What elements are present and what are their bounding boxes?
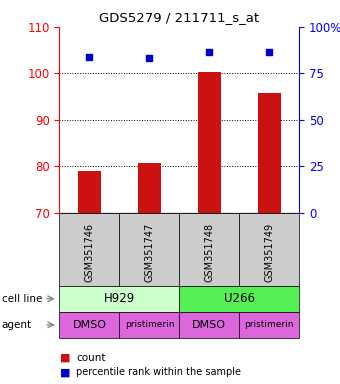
Text: GSM351746: GSM351746	[84, 223, 95, 282]
Bar	[138, 162, 161, 213]
Bar	[198, 73, 221, 213]
Point	[87, 54, 92, 60]
Text: DMSO: DMSO	[72, 320, 106, 330]
Text: agent: agent	[2, 320, 32, 330]
Point	[267, 50, 272, 56]
Bar	[258, 93, 280, 213]
Bar	[78, 171, 101, 213]
Text: pristimerin: pristimerin	[244, 320, 294, 329]
Point	[147, 55, 152, 61]
Point	[207, 50, 212, 56]
Title: GDS5279 / 211711_s_at: GDS5279 / 211711_s_at	[99, 11, 259, 24]
Text: cell line: cell line	[2, 294, 42, 304]
Text: ■: ■	[59, 367, 70, 377]
Text: GSM351748: GSM351748	[204, 223, 214, 282]
Text: count: count	[76, 353, 106, 363]
Text: percentile rank within the sample: percentile rank within the sample	[76, 367, 241, 377]
Text: U266: U266	[224, 292, 255, 305]
Text: ■: ■	[59, 353, 70, 363]
Text: DMSO: DMSO	[192, 320, 226, 330]
Text: pristimerin: pristimerin	[125, 320, 174, 329]
Text: H929: H929	[104, 292, 135, 305]
Text: GSM351749: GSM351749	[264, 223, 274, 282]
Text: GSM351747: GSM351747	[144, 223, 154, 282]
